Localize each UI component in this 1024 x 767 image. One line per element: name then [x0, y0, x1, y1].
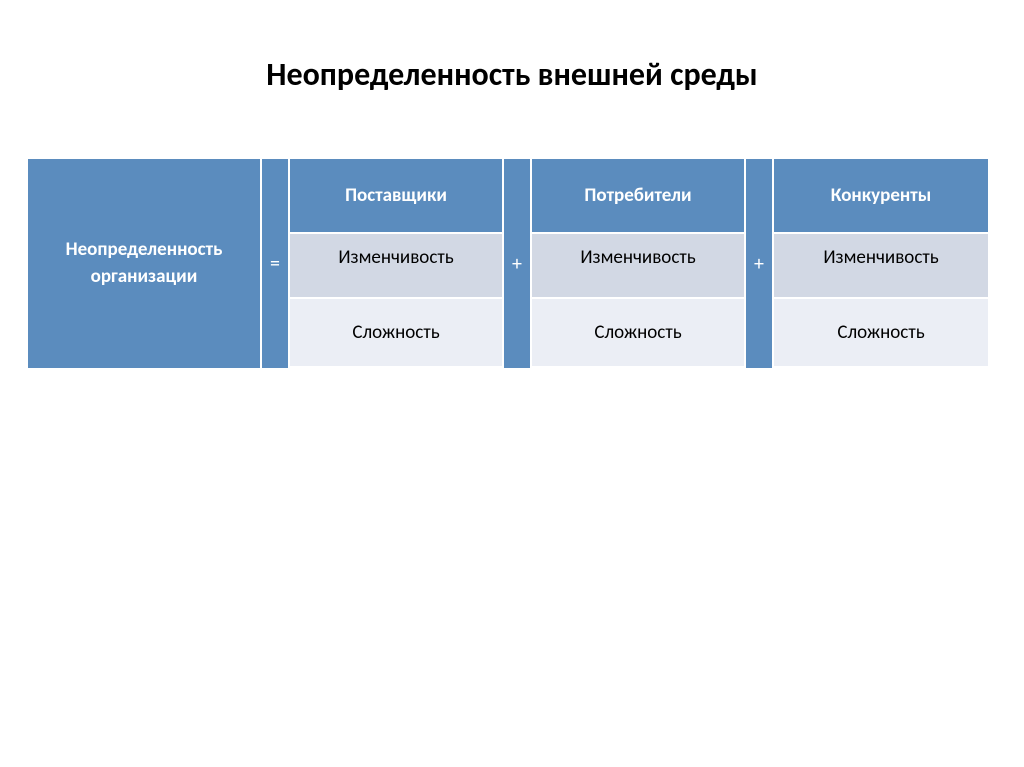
org-uncertainty-block: Неопределенность организации [28, 159, 262, 368]
factor-consumers: Потребители Изменчивость Сложность [532, 159, 746, 368]
factor-suppliers: Поставщики Изменчивость Сложность [290, 159, 504, 368]
page-title: Неопределенность внешней среды [0, 0, 1024, 144]
factor-competitors: Конкуренты Изменчивость Сложность [774, 159, 988, 368]
consumers-header: Потребители [532, 159, 744, 234]
consumers-variability: Изменчивость [532, 234, 744, 299]
consumers-complexity: Сложность [532, 299, 744, 366]
suppliers-variability: Изменчивость [290, 234, 502, 299]
competitors-variability: Изменчивость [774, 234, 988, 299]
suppliers-header: Поставщики [290, 159, 502, 234]
plus-operator-1: + [504, 159, 532, 368]
competitors-header: Конкуренты [774, 159, 988, 234]
plus-operator-2: + [746, 159, 774, 368]
suppliers-complexity: Сложность [290, 299, 502, 366]
competitors-complexity: Сложность [774, 299, 988, 366]
equals-operator: = [262, 159, 290, 368]
uncertainty-diagram: Неопределенность организации = Поставщик… [27, 158, 993, 369]
